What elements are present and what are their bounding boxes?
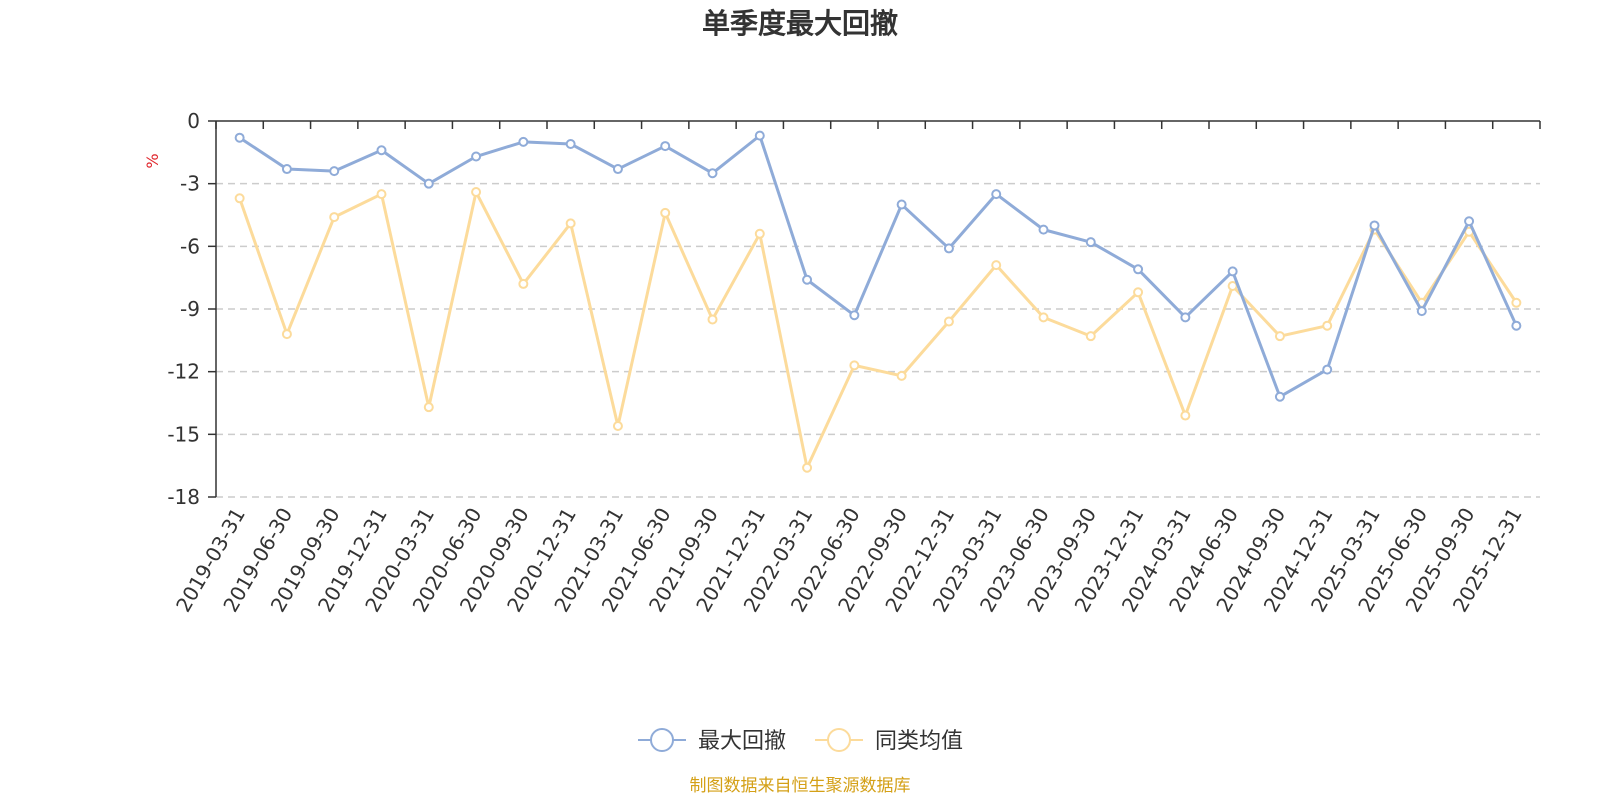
data-point[interactable]	[1038, 312, 1049, 323]
data-point[interactable]	[754, 130, 765, 141]
y-tick-label: -15	[167, 422, 200, 446]
data-point[interactable]	[754, 228, 765, 239]
data-point[interactable]	[518, 278, 529, 289]
data-point[interactable]	[1227, 266, 1238, 277]
data-point[interactable]	[1038, 224, 1049, 235]
data-point[interactable]	[281, 164, 292, 175]
series-1	[234, 130, 1522, 402]
data-point[interactable]	[849, 360, 860, 371]
data-point[interactable]	[1180, 312, 1191, 323]
data-point[interactable]	[1369, 220, 1380, 231]
data-point[interactable]	[234, 193, 245, 204]
y-tick-label: 0	[187, 109, 200, 133]
data-point[interactable]	[612, 420, 623, 431]
data-point[interactable]	[1227, 281, 1238, 292]
y-axis-unit: %	[143, 153, 162, 168]
data-point[interactable]	[1416, 306, 1427, 317]
y-tick-label: -9	[180, 297, 200, 321]
data-point[interactable]	[1322, 320, 1333, 331]
data-point[interactable]	[565, 218, 576, 229]
data-point[interactable]	[423, 178, 434, 189]
series-line	[238, 190, 1518, 470]
data-point[interactable]	[471, 151, 482, 162]
data-point[interactable]	[943, 243, 954, 254]
legend-item[interactable]: 同类均值	[815, 728, 963, 754]
data-point[interactable]	[1274, 331, 1285, 342]
data-point[interactable]	[376, 189, 387, 200]
data-point[interactable]	[471, 187, 482, 198]
data-point[interactable]	[1133, 287, 1144, 298]
y-tick-label: -3	[180, 172, 200, 196]
data-point[interactable]	[376, 145, 387, 156]
data-point[interactable]	[1085, 237, 1096, 248]
data-point[interactable]	[896, 370, 907, 381]
data-point[interactable]	[991, 189, 1002, 200]
legend[interactable]: 最大回撤 同类均值	[638, 728, 963, 754]
series-line	[238, 134, 1518, 399]
legend-item[interactable]: 最大回撤	[638, 728, 786, 754]
data-point[interactable]	[802, 462, 813, 473]
legend-label: 最大回撤	[698, 729, 786, 754]
data-point[interactable]	[896, 199, 907, 210]
y-tick-label: -12	[167, 360, 200, 384]
data-point[interactable]	[1322, 364, 1333, 375]
data-point[interactable]	[329, 166, 340, 177]
data-point[interactable]	[660, 207, 671, 218]
data-point[interactable]	[423, 402, 434, 413]
data-point[interactable]	[329, 212, 340, 223]
data-point[interactable]	[660, 141, 671, 152]
data-point[interactable]	[1133, 264, 1144, 275]
series-layer	[234, 130, 1522, 473]
data-point[interactable]	[1085, 331, 1096, 342]
data-point[interactable]	[849, 310, 860, 321]
y-tick-label: -18	[167, 485, 200, 509]
data-point[interactable]	[281, 329, 292, 340]
data-point[interactable]	[565, 138, 576, 149]
legend-label: 同类均值	[875, 729, 963, 754]
data-point[interactable]	[1180, 410, 1191, 421]
legend-marker	[650, 728, 674, 752]
data-point[interactable]	[612, 164, 623, 175]
data-point[interactable]	[518, 136, 529, 147]
data-point[interactable]	[1511, 320, 1522, 331]
data-point[interactable]	[802, 274, 813, 285]
chart-title: 单季度最大回撤	[702, 7, 898, 40]
data-point[interactable]	[234, 132, 245, 143]
series-2	[234, 187, 1522, 473]
legend-marker	[827, 728, 851, 752]
data-point[interactable]	[1464, 216, 1475, 227]
data-point[interactable]	[1511, 297, 1522, 308]
data-source-note: 制图数据来自恒生聚源数据库	[690, 776, 911, 796]
data-point[interactable]	[991, 260, 1002, 271]
data-point[interactable]	[707, 314, 718, 325]
data-point[interactable]	[943, 316, 954, 327]
y-tick-label: -6	[180, 234, 200, 258]
data-point[interactable]	[1274, 391, 1285, 402]
data-point[interactable]	[707, 168, 718, 179]
